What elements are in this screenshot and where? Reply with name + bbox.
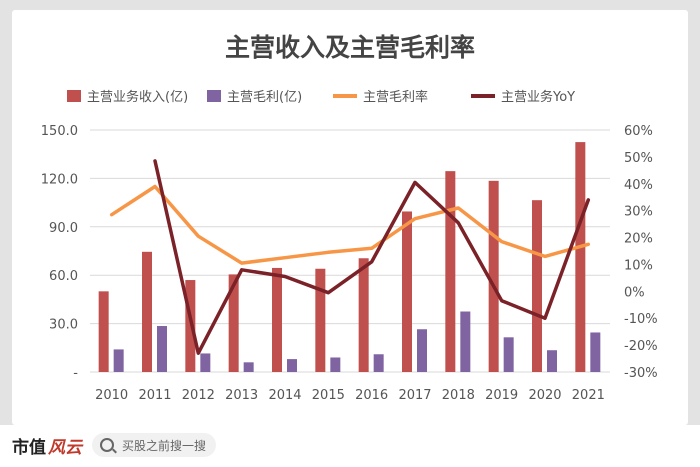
bar-gross-profit — [243, 362, 254, 372]
bar-gross-profit — [113, 349, 124, 372]
search-icon — [100, 438, 114, 452]
line-gross-margin — [109, 184, 591, 265]
legend-label-3: 主营业务YoY — [501, 89, 575, 105]
x-tick-label: 2015 — [312, 388, 345, 403]
legend-swatch-0 — [67, 90, 81, 102]
bar-gross-profit — [157, 326, 167, 372]
search-placeholder: 买股之前搜一搜 — [122, 438, 207, 453]
left-tick-label: 90.0 — [49, 221, 78, 236]
bar-revenue — [488, 180, 499, 372]
line-revenue-yoy — [153, 159, 591, 355]
bar-revenue — [575, 142, 586, 372]
x-tick-label: 2016 — [355, 388, 388, 403]
legend-label-0: 主营业务收入(亿) — [87, 89, 188, 105]
left-tick-label: 120.0 — [41, 172, 78, 187]
bar-gross-profit — [417, 329, 427, 372]
x-tick-label: 2011 — [138, 388, 171, 403]
bar-gross-profit — [200, 353, 211, 372]
bar-revenue — [185, 280, 196, 372]
right-tick-label: -20% — [624, 339, 658, 354]
bar-revenue — [142, 251, 152, 372]
bar-revenue — [315, 268, 326, 372]
left-tick-label: - — [73, 366, 78, 381]
bar-revenue — [358, 258, 369, 372]
right-tick-label: 60% — [624, 124, 653, 139]
search-box[interactable]: 买股之前搜一搜 — [92, 433, 216, 457]
legend-label-2: 主营毛利率 — [363, 89, 428, 105]
bar-revenue — [98, 291, 109, 372]
bar-gross-profit — [373, 354, 384, 372]
chart-card: 主营收入及主营毛利率 主营业务收入(亿) 主营毛利(亿) 主营毛利率 主营业务YoY -3… — [12, 10, 688, 425]
x-tick-label: 2019 — [485, 388, 518, 403]
x-tick-label: 2014 — [268, 388, 301, 403]
brand-text: 市值 — [12, 438, 46, 458]
footer-bar: 市值 风云 买股之前搜一搜 — [0, 425, 700, 467]
x-tick-label: 2020 — [528, 388, 561, 403]
right-tick-label: 10% — [624, 258, 653, 273]
bar-revenue — [445, 171, 456, 372]
right-tick-label: -30% — [624, 366, 658, 381]
chart-title: 主营收入及主营毛利率 — [225, 33, 475, 62]
x-tick-label: 2013 — [225, 388, 258, 403]
legend-label-1: 主营毛利(亿) — [227, 90, 302, 105]
bar-gross-profit — [460, 311, 471, 372]
x-tick-label: 2010 — [95, 388, 128, 403]
bar-revenue — [402, 211, 412, 372]
right-tick-label: 20% — [624, 232, 653, 247]
bar-revenue — [272, 267, 282, 372]
x-tick-label: 2021 — [572, 388, 605, 403]
brand-logo[interactable]: 市值 风云 — [12, 433, 82, 458]
right-tick-label: 30% — [624, 205, 653, 220]
bar-gross-profit — [287, 359, 297, 372]
x-tick-label: 2012 — [182, 388, 215, 403]
left-tick-label: 30.0 — [49, 318, 78, 333]
left-tick-label: 60.0 — [49, 269, 78, 284]
x-tick-label: 2017 — [398, 388, 431, 403]
bar-gross-profit — [590, 332, 601, 372]
right-tick-label: 40% — [624, 178, 653, 193]
right-tick-label: -10% — [624, 312, 658, 327]
bar-gross-profit — [330, 357, 341, 372]
right-tick-label: 0% — [624, 285, 645, 300]
right-tick-label: 50% — [624, 151, 653, 166]
bar-revenue — [228, 274, 239, 372]
bar-gross-profit — [547, 350, 557, 372]
bar-revenue — [532, 200, 542, 372]
bar-gross-profit — [503, 337, 514, 372]
x-tick-label: 2018 — [442, 388, 475, 403]
brand-script: 风云 — [48, 438, 82, 458]
left-tick-label: 150.0 — [41, 124, 78, 139]
legend-swatch-1 — [207, 90, 221, 102]
